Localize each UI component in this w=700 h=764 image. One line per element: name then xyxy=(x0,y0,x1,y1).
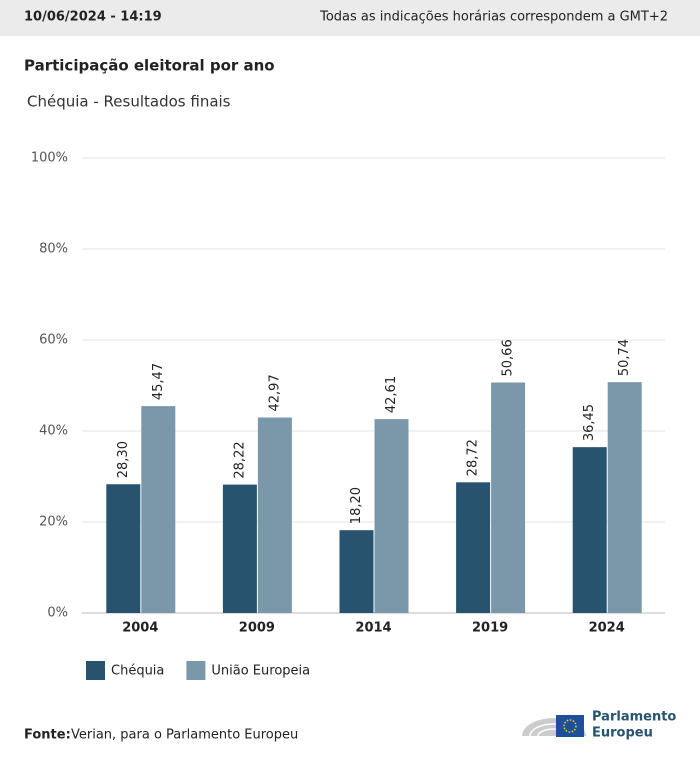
y-tick-label: 60% xyxy=(39,333,68,348)
bar xyxy=(222,484,257,613)
y-tick-label: 80% xyxy=(39,242,68,257)
value-label: 50,66 xyxy=(501,339,516,376)
value-label: 42,97 xyxy=(267,374,282,411)
header-bar xyxy=(0,0,700,36)
bar xyxy=(106,484,141,613)
bar xyxy=(607,382,642,613)
source-label: Fonte: xyxy=(24,728,71,743)
bar xyxy=(456,482,491,613)
value-label: 50,74 xyxy=(617,339,632,376)
x-tick-label: 2009 xyxy=(239,621,275,636)
value-label: 45,47 xyxy=(151,363,166,400)
x-tick-label: 2014 xyxy=(355,621,391,636)
x-tick-label: 2004 xyxy=(122,621,158,636)
legend-label: União Europeia xyxy=(211,664,310,679)
legend-label: Chéquia xyxy=(111,664,164,679)
value-label: 18,20 xyxy=(349,487,364,524)
logo: Parlamento Europeu xyxy=(522,710,676,741)
timezone-note: Todas as indicações horárias corresponde… xyxy=(319,10,668,25)
bar xyxy=(339,530,374,613)
bar xyxy=(141,406,176,613)
bar xyxy=(491,382,526,613)
value-label: 28,30 xyxy=(116,441,131,478)
value-label: 28,72 xyxy=(466,439,481,476)
y-tick-label: 100% xyxy=(31,151,68,166)
y-tick-label: 20% xyxy=(39,515,68,530)
timestamp: 10/06/2024 - 14:19 xyxy=(24,10,162,25)
legend-swatch xyxy=(186,661,206,680)
y-tick-label: 0% xyxy=(47,606,68,621)
value-label: 36,45 xyxy=(582,404,597,441)
bar xyxy=(374,419,409,613)
source-text: Verian, para o Parlamento Europeu xyxy=(71,728,298,743)
legend-swatch xyxy=(86,661,105,680)
value-label: 28,22 xyxy=(232,441,247,478)
logo-line2: Europeu xyxy=(592,726,653,741)
x-tick-label: 2019 xyxy=(472,621,508,636)
logo-line1: Parlamento xyxy=(592,710,676,725)
chart-subtitle: Chéquia - Resultados finais xyxy=(27,93,231,111)
chart-title: Participação eleitoral por ano xyxy=(24,57,275,75)
x-tick-label: 2024 xyxy=(589,621,625,636)
bar xyxy=(257,417,292,613)
bar xyxy=(572,447,607,613)
value-label: 42,61 xyxy=(384,376,399,413)
y-tick-label: 40% xyxy=(39,424,68,439)
